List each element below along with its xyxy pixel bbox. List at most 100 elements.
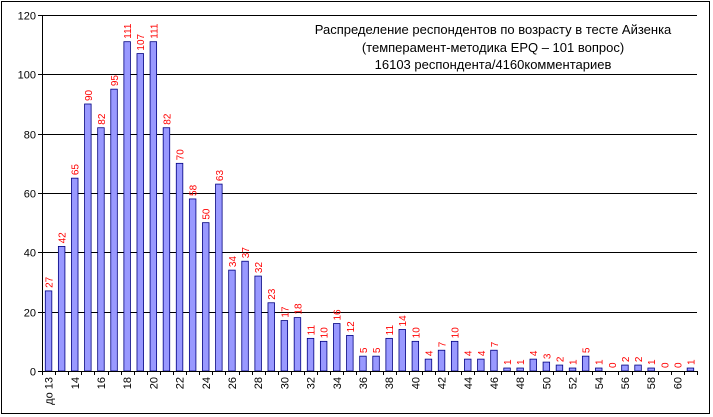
x-tick-label: 28 <box>253 377 265 389</box>
x-tick-label: 50 <box>541 377 553 389</box>
data-label: 1 <box>569 359 580 365</box>
data-label: 5 <box>372 347 383 353</box>
x-tick-label: 14 <box>70 377 82 389</box>
bar <box>123 41 131 372</box>
bar <box>202 222 210 372</box>
chart-title: Распределение респондентов по возрасту в… <box>315 22 672 72</box>
bar <box>503 367 511 372</box>
bar <box>490 349 498 372</box>
bar <box>280 320 289 372</box>
x-tick-label: 40 <box>410 377 422 389</box>
y-tick-label: 120 <box>18 11 36 23</box>
x-tick-label: 44 <box>463 377 475 389</box>
data-label: 82 <box>162 113 173 125</box>
x-tick-label: 48 <box>515 377 527 389</box>
data-label: 7 <box>490 341 501 347</box>
data-label: 4 <box>464 350 475 356</box>
x-tick-label: 16 <box>96 377 108 389</box>
data-labels: 2742659082951111071118270585063343732231… <box>45 23 698 368</box>
data-label: 12 <box>346 321 357 333</box>
chart-title-line-3: 16103 респондента/4160комментариев <box>375 57 612 72</box>
y-tick-label: 0 <box>30 367 36 379</box>
bar <box>175 162 184 372</box>
bar <box>306 337 315 372</box>
y-tick-label: 80 <box>24 130 36 142</box>
chart-title-line-2: (темперамент-методика EPQ – 101 вопрос) <box>362 40 624 55</box>
bar <box>595 367 603 372</box>
bar <box>215 183 223 372</box>
bar <box>241 260 249 372</box>
data-label: 1 <box>516 359 527 365</box>
bar <box>437 349 446 372</box>
bar <box>555 364 564 372</box>
bar <box>542 361 551 372</box>
data-label: 111 <box>123 23 134 39</box>
data-label: 42 <box>58 232 69 244</box>
data-label: 11 <box>307 325 318 336</box>
x-tick-label: 46 <box>489 377 501 389</box>
bar <box>516 367 524 372</box>
x-tick-label: 32 <box>306 377 318 389</box>
data-label: 70 <box>176 149 187 161</box>
x-tick-label: 18 <box>122 377 134 389</box>
bar <box>647 367 655 372</box>
bar <box>149 41 158 372</box>
x-tick-label: 42 <box>437 377 449 389</box>
y-tick-label: 20 <box>24 308 36 320</box>
data-label: 5 <box>359 347 370 353</box>
data-label: 11 <box>385 325 396 336</box>
data-label: 16 <box>333 309 344 321</box>
bar <box>254 275 262 372</box>
bar <box>136 53 144 372</box>
bar <box>84 103 92 372</box>
bar <box>228 269 236 372</box>
x-tick-label: 22 <box>175 377 187 389</box>
bar <box>293 317 302 372</box>
bar <box>621 364 629 372</box>
data-label: 4 <box>477 350 488 356</box>
bar <box>372 355 380 372</box>
data-label: 10 <box>451 327 462 339</box>
data-label: 65 <box>71 164 82 176</box>
bar <box>450 340 459 372</box>
bar <box>57 245 66 372</box>
data-label: 4 <box>529 350 540 356</box>
data-label: 23 <box>267 288 278 300</box>
x-tick-label: 54 <box>594 377 606 389</box>
data-label: 50 <box>202 208 213 220</box>
x-tick-label: 52 <box>568 377 580 389</box>
bar <box>385 337 393 372</box>
data-label: 95 <box>110 75 121 87</box>
x-axis: до 13 14 16 18 20 22 24 26 28 30 32 34 36 38 40 42 44 46 4… <box>42 371 698 405</box>
y-tick-label: 40 <box>24 248 36 260</box>
data-label: 1 <box>595 359 606 365</box>
data-label: 90 <box>84 89 95 101</box>
data-label: 4 <box>424 350 435 356</box>
data-label: 32 <box>254 262 265 274</box>
bar <box>346 334 354 372</box>
bar <box>581 355 590 372</box>
data-label: 14 <box>398 315 409 327</box>
data-label: 37 <box>241 247 252 259</box>
x-tick-label: 60 <box>672 377 684 389</box>
bar <box>71 177 79 372</box>
x-tick-label: 20 <box>148 377 160 389</box>
bar <box>359 355 367 372</box>
bar <box>333 323 341 372</box>
data-label: 2 <box>621 356 632 362</box>
bar <box>267 302 275 372</box>
data-label: 2 <box>555 356 566 362</box>
bar <box>188 198 197 372</box>
y-axis: 0 20 40 60 80 100 120 <box>18 11 43 379</box>
data-label: 17 <box>280 306 291 318</box>
data-label: 7 <box>438 341 449 347</box>
bar <box>464 358 472 372</box>
bar <box>477 358 485 372</box>
data-label: 58 <box>189 184 200 196</box>
x-tick-label: 58 <box>646 377 658 389</box>
data-label: 1 <box>503 359 514 365</box>
y-tick-label: 60 <box>24 189 36 201</box>
x-tick-label: 38 <box>384 377 396 389</box>
data-label: 2 <box>634 356 645 362</box>
